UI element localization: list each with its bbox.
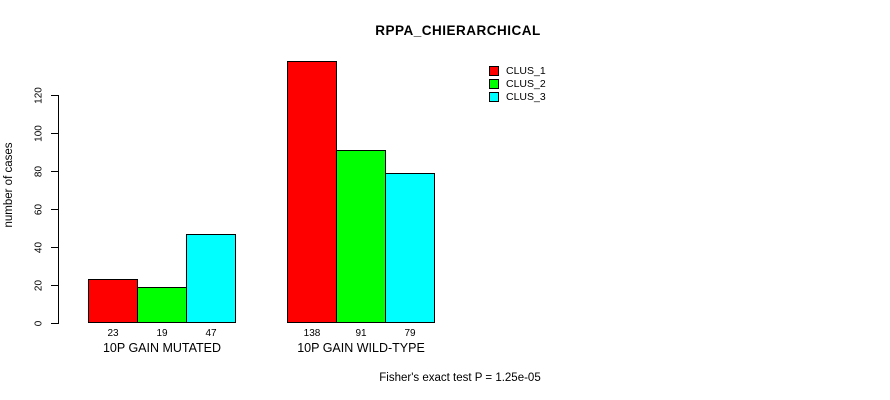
y-tick-label: 40 (33, 241, 45, 253)
bar-value-label: 19 (156, 328, 168, 339)
legend-label-clus_1: CLUS_1 (506, 65, 546, 77)
bar-clus_2-group1 (137, 287, 187, 323)
y-axis-line (58, 95, 59, 324)
y-tick-mark (51, 94, 58, 96)
bar-clus_3-group1 (186, 234, 236, 323)
y-tick-label: 100 (33, 124, 45, 142)
bar-clus_3-group2 (385, 173, 435, 323)
y-tick-label: 0 (33, 320, 45, 326)
bar-value-label: 23 (107, 328, 119, 339)
y-tick-mark (51, 170, 58, 172)
y-tick-label: 60 (33, 203, 45, 215)
legend-swatch-clus_1 (489, 66, 499, 76)
bar-value-label: 91 (355, 328, 367, 339)
bar-clus_2-group2 (336, 150, 386, 323)
y-tick-mark (51, 284, 58, 286)
y-tick-mark (51, 208, 58, 210)
bar-clus_1-group2 (287, 61, 337, 323)
legend-label-clus_2: CLUS_2 (506, 78, 546, 90)
chart-title: RPPA_CHIERARCHICAL (375, 23, 541, 38)
y-tick-label: 80 (33, 165, 45, 177)
y-axis-label: number of cases (3, 142, 15, 228)
legend-swatch-clus_2 (489, 79, 499, 89)
y-tick-label: 120 (33, 86, 45, 104)
x-category-label: 10P GAIN WILD-TYPE (297, 341, 425, 355)
y-tick-mark (51, 246, 58, 248)
y-tick-mark (51, 322, 58, 324)
x-category-label: 10P GAIN MUTATED (102, 341, 222, 355)
bar-value-label: 47 (205, 328, 217, 339)
bar-value-label: 138 (303, 328, 321, 339)
footnote: Fisher's exact test P = 1.25e-05 (379, 372, 541, 384)
bar-clus_1-group1 (88, 279, 138, 323)
bar-value-label: 79 (404, 328, 416, 339)
legend-swatch-clus_3 (489, 92, 499, 102)
legend-label-clus_3: CLUS_3 (506, 91, 546, 103)
y-tick-label: 20 (33, 279, 45, 291)
y-tick-mark (51, 132, 58, 134)
